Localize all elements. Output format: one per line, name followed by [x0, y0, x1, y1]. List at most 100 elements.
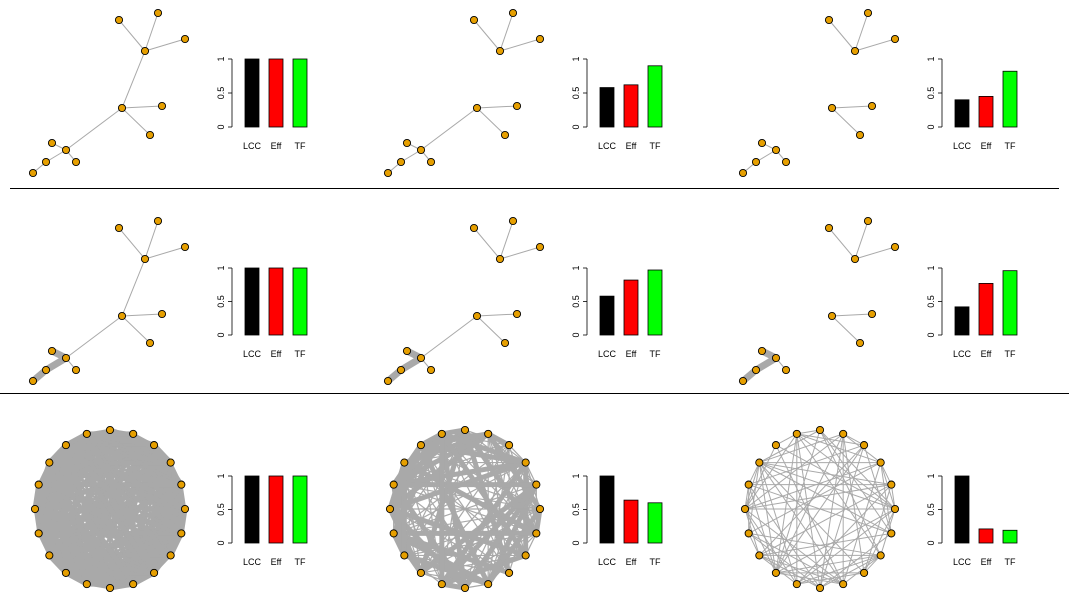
network-node	[140, 254, 150, 264]
network-node	[383, 376, 393, 386]
network-node	[751, 365, 761, 375]
network-edge	[476, 105, 518, 109]
x-tick-label: Eff	[271, 141, 282, 151]
network-edge	[748, 484, 821, 589]
network-node	[839, 580, 848, 589]
network-node	[416, 568, 425, 577]
network-node	[850, 46, 860, 56]
network-node	[850, 254, 860, 264]
network-edge	[441, 431, 527, 465]
bar-tf	[1002, 529, 1018, 544]
network-edge	[744, 484, 750, 510]
network-node	[472, 311, 482, 321]
network-edge	[84, 432, 157, 575]
network-edge	[85, 433, 172, 557]
network-edge	[775, 433, 798, 573]
network-edge	[759, 554, 821, 589]
network-node	[890, 242, 900, 252]
network-edge	[744, 508, 777, 574]
network-edge	[854, 220, 869, 260]
network-edge	[854, 38, 896, 52]
network-edge	[819, 429, 882, 556]
network-edge	[86, 431, 155, 448]
network-edge	[759, 429, 821, 464]
network-node	[402, 138, 412, 148]
network-edge	[759, 462, 896, 510]
network-edge	[744, 508, 844, 585]
x-tick-label: LCC	[243, 141, 262, 151]
network-node	[535, 242, 545, 252]
x-tick-label: TF	[1005, 141, 1016, 151]
network-node	[389, 480, 398, 489]
network-edge	[831, 105, 873, 109]
network-edge	[525, 533, 537, 556]
network-node	[744, 480, 753, 489]
network-node	[738, 376, 748, 386]
network-edge	[121, 105, 163, 109]
network-edge	[420, 444, 510, 574]
network-edge	[64, 433, 89, 574]
network-node	[508, 8, 518, 18]
y-tick-label: 0	[571, 124, 581, 129]
network-node	[792, 580, 801, 589]
network-node	[437, 580, 446, 589]
network-edge	[744, 433, 798, 510]
network-node	[876, 551, 885, 560]
x-tick-label: Eff	[981, 349, 992, 359]
network-edge	[476, 107, 506, 136]
network-edge	[748, 444, 865, 486]
network-node	[824, 223, 834, 233]
network-node	[61, 568, 70, 577]
network-node	[145, 338, 155, 348]
network-edge	[86, 432, 172, 464]
y-tick-label: 0	[926, 540, 936, 545]
bar-eff	[268, 267, 284, 336]
bar-eff	[978, 528, 994, 544]
network-edge	[144, 12, 159, 52]
network-edge	[759, 462, 892, 534]
network-node	[114, 15, 124, 25]
x-tick-label: TF	[1005, 557, 1016, 567]
panel-r3-c3: 0 0.5 1 LCC Eff TF	[740, 425, 1018, 593]
panel-r1-c2: 0 0.5 1 LCC Eff TF	[383, 8, 663, 178]
network-edge	[46, 433, 90, 557]
panel-r3-c2: 0 0.5 1 LCC Eff TF	[385, 425, 663, 593]
bar-tf	[292, 267, 308, 336]
network-edge	[420, 442, 527, 466]
panel-r2-c1: 0 0.5 1 LCC Eff TF	[28, 216, 308, 386]
y-tick-label: 1	[571, 265, 581, 270]
network-edge	[473, 19, 501, 52]
network-edge	[499, 12, 514, 52]
network-edge	[748, 532, 844, 585]
network-edge	[85, 433, 135, 585]
network-edge	[890, 484, 896, 510]
network-node	[860, 441, 869, 450]
network-edge	[33, 507, 112, 590]
network-node	[867, 309, 877, 319]
x-tick-label: Eff	[626, 141, 637, 151]
y-tick-label: 0.5	[216, 295, 226, 308]
network-node	[863, 216, 873, 226]
network-node	[890, 504, 900, 514]
network-edge	[831, 107, 861, 136]
network-edge	[420, 315, 478, 359]
network-node	[180, 504, 190, 514]
network-edge	[880, 462, 892, 485]
x-tick-label: TF	[650, 557, 661, 567]
bar-lcc	[599, 475, 615, 544]
network-edge	[118, 19, 146, 52]
network-edge	[439, 432, 528, 557]
network-node	[145, 130, 155, 140]
network-node	[41, 157, 51, 167]
network-edge	[796, 433, 882, 556]
bar-lcc	[954, 306, 970, 336]
network-node	[495, 254, 505, 264]
network-edge	[744, 508, 798, 585]
network-node	[751, 157, 761, 167]
network-edge	[748, 484, 777, 574]
network-edge	[748, 462, 760, 534]
network-node	[824, 15, 834, 25]
network-node	[512, 101, 522, 111]
network-edge	[499, 220, 514, 260]
network-edge	[744, 433, 844, 510]
